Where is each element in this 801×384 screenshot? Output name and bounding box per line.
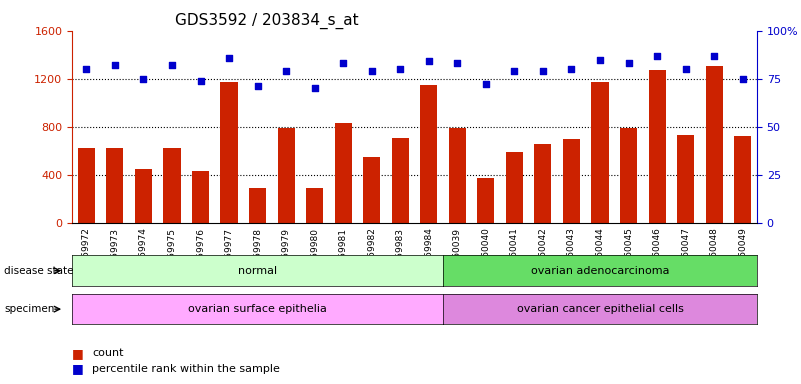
Point [679, 66, 692, 72]
Point [336, 60, 349, 66]
Point [80, 66, 93, 72]
Bar [591, 82, 609, 223]
Bar [249, 188, 266, 223]
Point [394, 66, 407, 72]
Bar [677, 135, 694, 223]
Bar [477, 178, 494, 223]
Text: GDS3592 / 203834_s_at: GDS3592 / 203834_s_at [175, 13, 358, 29]
Text: ■: ■ [72, 362, 84, 375]
Point [194, 78, 207, 84]
Bar [277, 128, 295, 223]
Point [508, 68, 521, 74]
Bar [706, 66, 723, 223]
Point [166, 62, 179, 68]
Text: specimen: specimen [4, 304, 54, 314]
Point [252, 83, 264, 89]
Point [480, 81, 493, 88]
Text: normal: normal [238, 266, 277, 276]
Bar [449, 128, 466, 223]
Point [708, 53, 721, 59]
Bar [392, 137, 409, 223]
Point [537, 68, 549, 74]
Point [223, 55, 235, 61]
Text: ovarian surface epithelia: ovarian surface epithelia [188, 304, 327, 314]
Bar [192, 171, 209, 223]
Point [622, 60, 635, 66]
Bar [734, 136, 751, 223]
Bar [421, 85, 437, 223]
Bar [620, 128, 637, 223]
Bar [563, 139, 580, 223]
Bar [107, 148, 123, 223]
Bar [78, 148, 95, 223]
Point [736, 76, 749, 82]
Point [650, 53, 663, 59]
Point [365, 68, 378, 74]
Text: ovarian adenocarcinoma: ovarian adenocarcinoma [531, 266, 670, 276]
Bar [649, 70, 666, 223]
Bar [505, 152, 523, 223]
Text: ovarian cancer epithelial cells: ovarian cancer epithelial cells [517, 304, 683, 314]
Bar [220, 82, 238, 223]
Point [565, 66, 578, 72]
Point [308, 85, 321, 91]
Text: percentile rank within the sample: percentile rank within the sample [92, 364, 280, 374]
Point [594, 56, 606, 63]
Bar [335, 123, 352, 223]
Bar [306, 188, 323, 223]
Text: disease state: disease state [4, 266, 74, 276]
Bar [163, 148, 180, 223]
Point [137, 76, 150, 82]
Bar [363, 157, 380, 223]
Point [451, 60, 464, 66]
Point [422, 58, 435, 65]
Bar [135, 169, 152, 223]
Text: count: count [92, 348, 123, 358]
Point [108, 62, 121, 68]
Point [280, 68, 292, 74]
Bar [534, 144, 551, 223]
Text: ■: ■ [72, 347, 84, 360]
